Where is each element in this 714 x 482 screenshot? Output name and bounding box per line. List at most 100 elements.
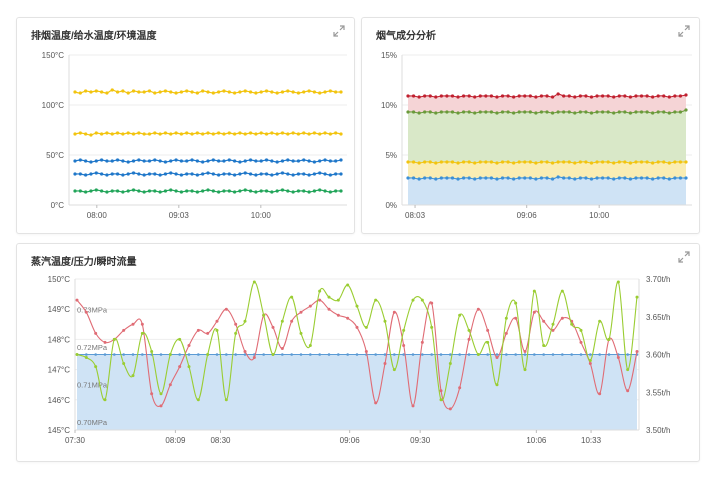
data-point xyxy=(339,90,343,94)
data-point xyxy=(94,188,98,192)
data-point xyxy=(532,310,536,314)
data-point xyxy=(334,189,338,193)
data-point xyxy=(402,343,406,347)
data-point xyxy=(78,172,82,176)
data-point xyxy=(141,353,144,356)
data-point xyxy=(318,188,322,192)
data-point xyxy=(528,176,532,180)
data-point xyxy=(462,176,466,180)
data-point xyxy=(484,94,488,98)
steam-panel-title: 蒸汽温度/压力/瞬时流量 xyxy=(31,257,137,268)
data-point xyxy=(122,362,126,366)
data-point xyxy=(504,316,508,320)
data-point xyxy=(595,176,599,180)
y-tick-label: 147°C xyxy=(48,366,71,375)
data-point xyxy=(355,325,359,329)
data-point xyxy=(500,160,505,164)
data-point xyxy=(573,161,577,165)
data-point xyxy=(280,188,285,192)
data-point xyxy=(495,383,499,387)
data-point xyxy=(528,94,532,98)
data-point xyxy=(243,89,247,93)
data-point xyxy=(290,295,294,299)
data-point xyxy=(224,398,228,402)
data-point xyxy=(628,95,632,99)
data-point xyxy=(206,159,210,163)
data-point xyxy=(645,160,649,164)
expand-icon[interactable] xyxy=(678,251,690,263)
data-point xyxy=(601,110,605,114)
data-point xyxy=(158,159,162,163)
data-point xyxy=(656,176,660,180)
data-point xyxy=(185,172,189,176)
data-point xyxy=(142,190,146,194)
data-point xyxy=(248,172,253,176)
data-point xyxy=(476,353,480,356)
data-point xyxy=(662,94,666,98)
data-point xyxy=(150,392,154,396)
data-point xyxy=(562,160,566,164)
data-point xyxy=(534,161,538,165)
data-point xyxy=(556,110,560,114)
data-point xyxy=(275,91,279,95)
data-point xyxy=(411,353,415,356)
data-point xyxy=(430,325,434,329)
flue-gas-panel-title: 烟气成分分析 xyxy=(376,31,436,42)
data-point xyxy=(169,171,173,175)
data-point xyxy=(121,190,125,194)
data-point xyxy=(678,176,683,180)
data-point xyxy=(328,190,332,194)
data-point xyxy=(179,90,183,94)
data-point xyxy=(190,189,194,193)
data-point xyxy=(337,353,340,356)
data-point xyxy=(606,110,610,114)
data-point xyxy=(163,89,168,93)
data-point xyxy=(478,176,482,180)
data-point xyxy=(428,94,432,98)
data-point xyxy=(75,353,79,356)
data-point xyxy=(105,173,109,177)
data-point xyxy=(578,110,582,114)
data-point xyxy=(428,176,432,180)
data-point xyxy=(545,160,549,164)
data-point xyxy=(612,177,616,181)
expand-icon[interactable] xyxy=(678,25,690,37)
expand-icon[interactable] xyxy=(333,25,345,37)
data-point xyxy=(187,365,191,369)
data-point xyxy=(252,280,256,284)
data-point xyxy=(94,131,98,135)
data-point xyxy=(234,322,238,326)
data-point xyxy=(656,94,660,98)
data-point xyxy=(678,160,683,164)
data-point xyxy=(374,298,378,302)
data-point xyxy=(423,160,427,164)
data-point xyxy=(126,189,130,193)
y-tick-label: 10% xyxy=(381,101,397,110)
data-point xyxy=(312,90,316,94)
data-point xyxy=(534,111,538,115)
data-point xyxy=(346,316,350,320)
data-point xyxy=(254,159,258,163)
data-point xyxy=(445,94,449,98)
data-point xyxy=(286,189,290,193)
data-point xyxy=(137,158,141,162)
data-point xyxy=(196,398,200,402)
data-point xyxy=(286,158,290,162)
data-point xyxy=(355,304,359,308)
data-point xyxy=(667,111,671,115)
data-point xyxy=(528,110,532,114)
data-point xyxy=(259,189,263,193)
data-point xyxy=(185,159,189,163)
data-point xyxy=(142,90,146,94)
data-point xyxy=(598,353,601,356)
data-point xyxy=(233,91,237,95)
data-point xyxy=(94,159,98,163)
data-point xyxy=(517,160,521,164)
data-point xyxy=(299,331,303,335)
data-point xyxy=(626,353,629,356)
data-point xyxy=(259,90,263,94)
data-point xyxy=(662,176,666,180)
data-point xyxy=(142,132,146,136)
data-point xyxy=(225,353,228,356)
data-point xyxy=(589,111,594,115)
